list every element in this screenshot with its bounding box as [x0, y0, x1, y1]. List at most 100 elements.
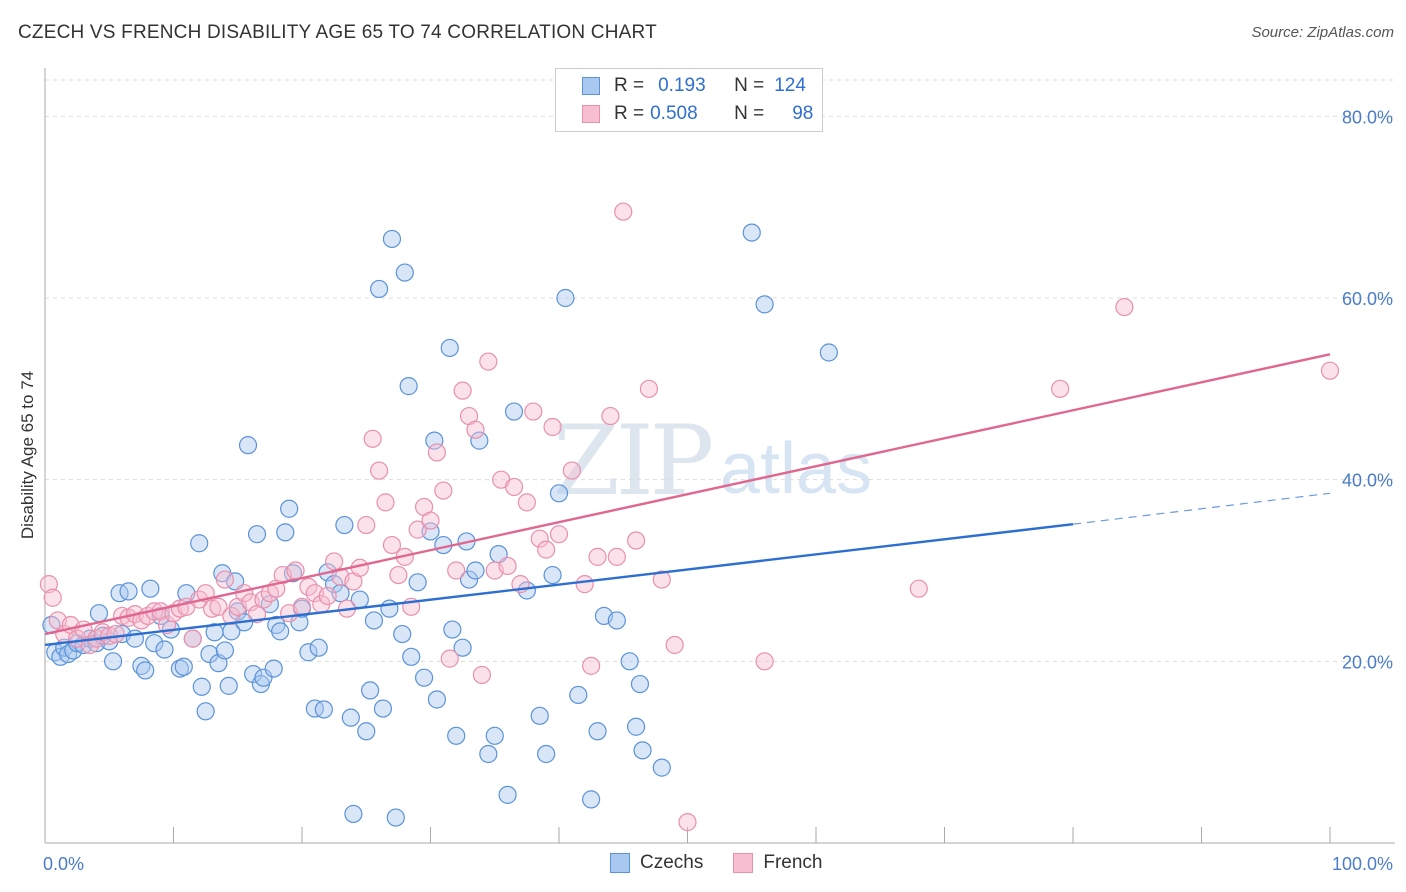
czech-point: [620, 652, 639, 671]
czech-point: [543, 565, 562, 585]
czech-point: [145, 634, 164, 653]
czech-point: [370, 279, 389, 299]
french-point: [665, 635, 684, 655]
french-point: [755, 652, 774, 671]
czech-point: [314, 700, 333, 719]
r-label: R =: [614, 103, 645, 124]
czech-point: [136, 661, 155, 680]
czech-point: [271, 622, 290, 641]
legend-row-czechs: R = 0.193 N = 124: [582, 75, 806, 97]
czech-point: [119, 582, 138, 601]
legend-row-french: R = 0.508 N = 98: [582, 103, 813, 125]
french-point: [370, 461, 389, 480]
y-tick-label: 60.0%: [1342, 289, 1393, 309]
czech-point: [819, 343, 838, 362]
french-point: [588, 547, 607, 566]
french-point: [524, 402, 543, 421]
french-point: [382, 535, 402, 555]
czech-point: [443, 620, 462, 639]
x-tick-label: 0.0%: [43, 854, 84, 874]
watermark-zip: ZIP: [553, 405, 714, 517]
czech-point: [276, 523, 295, 542]
czech-point: [399, 377, 418, 396]
czech-points: [42, 223, 838, 827]
french-point: [1051, 379, 1070, 398]
czech-point: [104, 652, 123, 671]
french-point: [440, 649, 459, 668]
tick-labels: 20.0% 40.0% 60.0% 80.0% 0.0% 100.0%: [43, 107, 1393, 874]
french-point: [562, 461, 581, 480]
french-point: [537, 540, 556, 559]
czech-point: [89, 604, 109, 623]
french-point: [39, 575, 58, 594]
french-point: [517, 493, 536, 512]
czech-point: [549, 484, 569, 503]
x-tick-label: 100.0%: [1332, 854, 1393, 874]
legend-item-french: French: [733, 852, 823, 874]
czech-point: [192, 677, 211, 696]
source-label: Source: ZipAtlas.com: [1251, 24, 1394, 41]
czech-trend-extension: [1072, 492, 1331, 525]
french-point: [215, 570, 234, 589]
series-legend: Czechs French: [610, 852, 853, 874]
french-point: [543, 417, 562, 437]
french-point: [325, 552, 344, 571]
czech-point: [537, 744, 556, 764]
french-point: [427, 443, 447, 462]
french-point: [106, 624, 125, 644]
french-point: [479, 352, 498, 371]
czech-swatch-icon: [582, 77, 600, 95]
czech-point: [425, 431, 444, 450]
czech-point: [652, 758, 671, 777]
french-point: [652, 570, 671, 589]
czech-point: [504, 402, 524, 421]
french-point: [1320, 361, 1340, 380]
czech-point: [485, 726, 504, 745]
n-label: N =: [734, 75, 765, 96]
french-point: [582, 656, 601, 675]
czech-point: [556, 288, 575, 308]
french-point: [363, 429, 382, 448]
french-point: [286, 561, 305, 580]
legend-label-czechs: Czechs: [640, 852, 704, 873]
czech-point: [280, 499, 299, 518]
czech-point: [219, 676, 238, 695]
czech-point: [244, 664, 263, 684]
french-point: [626, 531, 646, 550]
czech-point: [335, 515, 354, 535]
czech-point: [196, 702, 215, 721]
french-point: [421, 511, 440, 530]
french-point: [222, 606, 241, 626]
czech-point: [569, 685, 588, 705]
french-trend-line: [44, 353, 1331, 636]
czech-point: [393, 624, 412, 644]
french-point: [202, 599, 222, 618]
french-point: [472, 665, 491, 685]
czech-point: [373, 699, 393, 718]
french-point: [504, 477, 524, 497]
czech-point: [215, 641, 234, 660]
french-point: [498, 556, 517, 576]
czech-point: [633, 741, 652, 760]
czech-legend-swatch-icon: [610, 853, 630, 873]
czech-point: [174, 657, 193, 676]
french-point: [466, 420, 485, 439]
french-point: [408, 520, 427, 539]
czech-point: [361, 681, 380, 700]
czech-point: [309, 638, 328, 657]
czech-point: [479, 744, 498, 764]
czech-point: [254, 668, 273, 687]
french-point: [1115, 297, 1134, 317]
czech-point: [190, 534, 209, 553]
czech-point: [414, 668, 434, 687]
french-point: [453, 381, 472, 400]
czech-point: [755, 295, 774, 314]
r-label: R =: [614, 75, 645, 96]
czech-point: [395, 263, 414, 282]
czech-point: [110, 584, 129, 603]
czech-point: [357, 722, 376, 741]
czech-point: [386, 808, 405, 827]
n-value: 124: [774, 75, 806, 96]
y-tick-label: 80.0%: [1342, 107, 1393, 127]
